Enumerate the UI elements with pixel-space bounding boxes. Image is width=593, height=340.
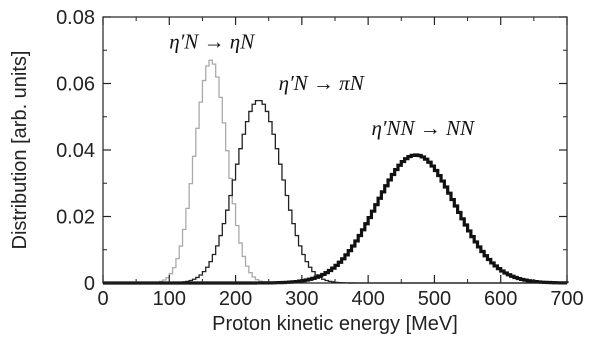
axis-labels: Proton kinetic energy [MeV] Distribution …: [9, 51, 458, 335]
y-tick-label: 0.08: [56, 7, 95, 29]
x-tick-label: 300: [285, 288, 318, 310]
x-tick-label: 400: [351, 288, 384, 310]
x-tick-label: 200: [219, 288, 252, 310]
x-tick-label: 600: [484, 288, 517, 310]
plot-frame: [102, 16, 568, 284]
annotation-1: η′N → πN: [279, 71, 365, 95]
axis-ticks: 0 100 200 300 400 500 600 700 0 0.02 0.04 0.06 0.08: [56, 7, 584, 310]
y-tick-label: 0.02: [56, 207, 95, 229]
x-tick-label: 100: [153, 288, 186, 310]
x-tick-label: 0: [97, 288, 108, 310]
plot-border: [102, 16, 568, 284]
series-1-histogram: [103, 99, 567, 284]
x-tick-label: 700: [550, 288, 583, 310]
x-axis-title: Proton kinetic energy [MeV]: [212, 313, 458, 335]
y-tick-label: 0.04: [56, 140, 95, 162]
y-tick-label: 0: [84, 273, 95, 295]
annotation-2: η′NN → NN: [371, 116, 475, 140]
annotations: η′N → ηN η′N → πNη′NN → NN: [169, 30, 475, 140]
x-tick-label: 500: [418, 288, 451, 310]
y-tick-label: 0.06: [56, 74, 95, 96]
annotation-0: η′N → ηN: [169, 30, 255, 54]
y-axis-title: Distribution [arb. units]: [9, 51, 31, 250]
series-2-histogram: [103, 153, 569, 285]
